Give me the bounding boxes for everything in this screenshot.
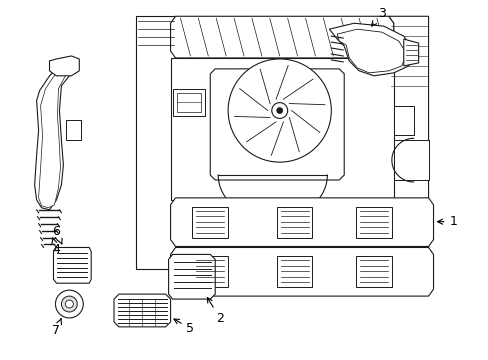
Polygon shape — [168, 255, 215, 299]
Text: 1: 1 — [437, 215, 456, 228]
Polygon shape — [170, 247, 433, 296]
Circle shape — [55, 290, 83, 318]
Polygon shape — [114, 294, 170, 327]
Polygon shape — [49, 56, 79, 76]
Text: 2: 2 — [207, 298, 224, 325]
Polygon shape — [176, 93, 201, 112]
Text: 4: 4 — [52, 238, 61, 256]
Polygon shape — [355, 207, 391, 238]
Polygon shape — [388, 16, 427, 269]
Polygon shape — [192, 207, 228, 238]
Polygon shape — [170, 198, 433, 247]
Polygon shape — [276, 256, 312, 287]
Circle shape — [276, 108, 282, 113]
Polygon shape — [172, 89, 205, 116]
Polygon shape — [192, 256, 228, 287]
Polygon shape — [136, 16, 175, 269]
Polygon shape — [393, 105, 413, 135]
Circle shape — [271, 103, 287, 118]
Polygon shape — [337, 29, 406, 73]
Polygon shape — [328, 23, 413, 76]
Circle shape — [65, 300, 73, 308]
Polygon shape — [170, 58, 393, 200]
Text: 7: 7 — [52, 319, 61, 337]
Polygon shape — [210, 69, 344, 180]
Circle shape — [228, 59, 331, 162]
Text: 6: 6 — [52, 225, 62, 244]
Polygon shape — [66, 121, 81, 140]
Polygon shape — [393, 140, 427, 180]
Polygon shape — [403, 39, 418, 66]
Polygon shape — [35, 61, 71, 210]
Text: 5: 5 — [174, 319, 194, 336]
Polygon shape — [39, 67, 65, 208]
Polygon shape — [53, 247, 91, 283]
Text: 3: 3 — [371, 7, 385, 26]
Polygon shape — [170, 16, 393, 58]
Polygon shape — [355, 256, 391, 287]
Polygon shape — [276, 207, 312, 238]
Circle shape — [61, 296, 77, 312]
